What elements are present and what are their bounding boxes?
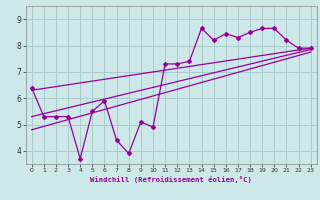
X-axis label: Windchill (Refroidissement éolien,°C): Windchill (Refroidissement éolien,°C) — [90, 176, 252, 183]
